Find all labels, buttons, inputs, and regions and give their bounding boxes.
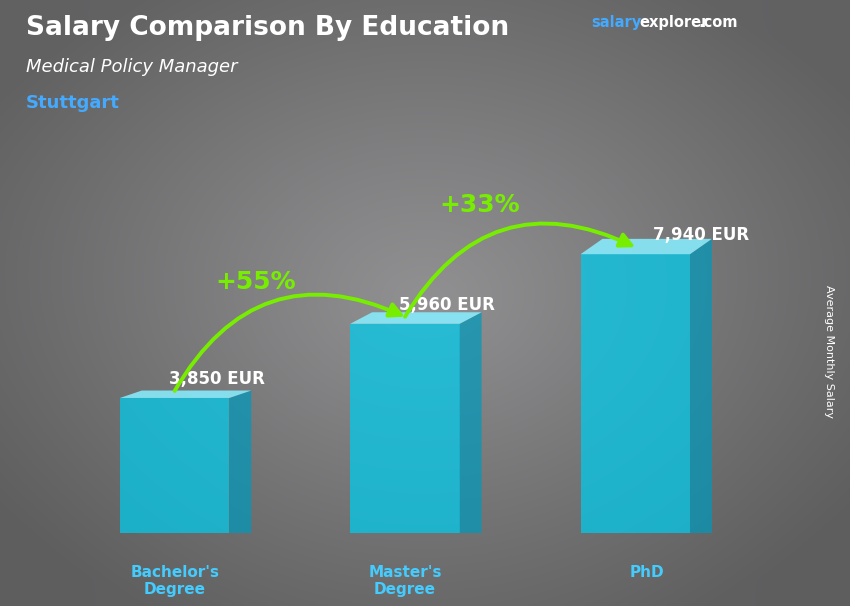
Text: 5,960 EUR: 5,960 EUR — [400, 296, 495, 314]
Text: salary: salary — [591, 15, 641, 30]
Polygon shape — [690, 239, 712, 533]
Text: Master's
Degree: Master's Degree — [368, 565, 442, 598]
Polygon shape — [460, 312, 482, 533]
Polygon shape — [230, 390, 252, 533]
Text: 3,850 EUR: 3,850 EUR — [169, 370, 265, 388]
Polygon shape — [581, 239, 712, 254]
Text: Medical Policy Manager: Medical Policy Manager — [26, 58, 237, 76]
Text: .com: .com — [699, 15, 738, 30]
Polygon shape — [120, 398, 230, 533]
Text: Salary Comparison By Education: Salary Comparison By Education — [26, 15, 508, 41]
Text: Stuttgart: Stuttgart — [26, 94, 119, 112]
Polygon shape — [350, 312, 482, 324]
Text: 7,940 EUR: 7,940 EUR — [653, 227, 749, 244]
Polygon shape — [581, 254, 690, 533]
Polygon shape — [120, 390, 252, 398]
Polygon shape — [350, 324, 460, 533]
Text: +33%: +33% — [439, 193, 520, 217]
Text: Bachelor's
Degree: Bachelor's Degree — [130, 565, 219, 598]
Text: explorer: explorer — [639, 15, 709, 30]
Text: PhD: PhD — [630, 565, 664, 580]
Text: Average Monthly Salary: Average Monthly Salary — [824, 285, 834, 418]
Text: +55%: +55% — [215, 270, 296, 294]
